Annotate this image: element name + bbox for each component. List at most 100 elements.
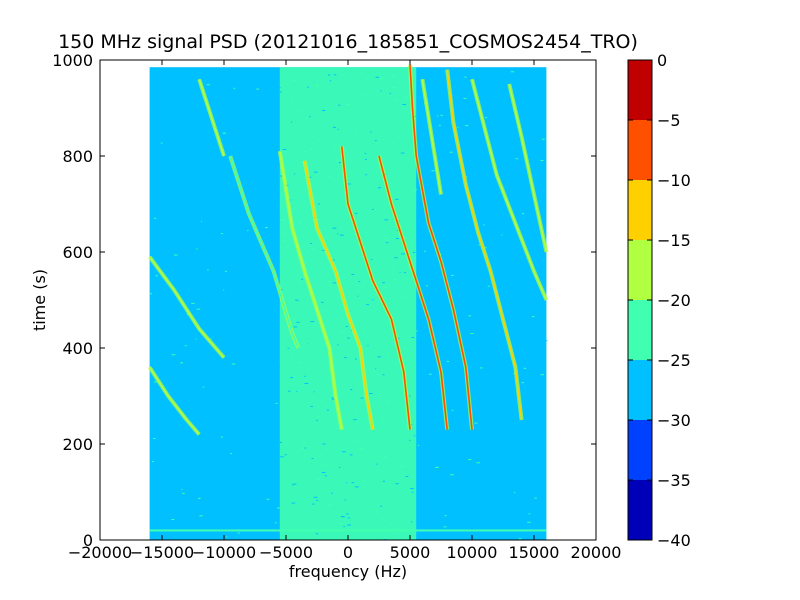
heatmap-cell xyxy=(327,504,332,506)
heatmap-cell xyxy=(291,502,296,504)
heatmap-cell xyxy=(472,278,476,280)
heatmap-cell xyxy=(443,283,446,285)
heatmap-cell xyxy=(332,282,337,284)
heatmap-cell xyxy=(304,375,306,377)
heatmap-cell xyxy=(331,523,333,525)
heatmap-cell xyxy=(420,518,425,520)
heatmap-cell xyxy=(221,429,226,431)
heatmap-cell xyxy=(192,364,195,366)
heatmap-cell xyxy=(451,274,454,276)
heatmap-cell xyxy=(403,272,407,274)
heatmap-cell xyxy=(424,115,427,117)
heatmap-cell xyxy=(347,337,350,339)
heatmap-cell xyxy=(282,148,287,150)
heatmap-cell xyxy=(199,299,203,301)
heatmap-cell xyxy=(517,261,519,263)
heatmap-cell xyxy=(491,383,495,385)
x-tick-label: 0 xyxy=(343,543,353,562)
heatmap-cell xyxy=(377,356,381,358)
heatmap-cell xyxy=(380,90,382,92)
heatmap-cell xyxy=(387,352,390,354)
heatmap-cell xyxy=(317,139,322,141)
heatmap-cell xyxy=(542,275,545,277)
heatmap-cell xyxy=(326,281,331,283)
heatmap-cell xyxy=(350,389,353,391)
heatmap-cell xyxy=(187,538,190,540)
heatmap-cell xyxy=(176,251,179,253)
heatmap-cell xyxy=(170,264,172,266)
heatmap-cell xyxy=(250,249,254,251)
heatmap-cell xyxy=(439,288,443,290)
heatmap-cell xyxy=(163,342,166,344)
heatmap-cell xyxy=(153,217,157,219)
heatmap-cell xyxy=(351,482,355,484)
y-axis-label: time (s) xyxy=(30,269,49,331)
heatmap-cell xyxy=(514,441,518,443)
heatmap-cell xyxy=(150,477,152,479)
heatmap-cell xyxy=(329,80,332,82)
heatmap-cell xyxy=(367,345,369,347)
heatmap-cell xyxy=(337,128,339,130)
heatmap-cell xyxy=(230,485,235,487)
colorbar-segment xyxy=(628,420,652,480)
heatmap-cell xyxy=(212,190,215,192)
heatmap-cell xyxy=(296,321,300,323)
heatmap-cell xyxy=(313,171,318,173)
heatmap-cell xyxy=(308,116,311,118)
heatmap-cell xyxy=(464,448,467,450)
heatmap-cell xyxy=(360,138,363,140)
heatmap-cell xyxy=(423,325,426,327)
heatmap-cell xyxy=(249,434,253,436)
heatmap-cell xyxy=(502,410,506,412)
heatmap-cell xyxy=(165,272,169,274)
heatmap-cell xyxy=(236,459,240,461)
heatmap-cell xyxy=(151,83,155,85)
heatmap-cell xyxy=(527,352,530,354)
heatmap-cell xyxy=(332,357,336,359)
heatmap-cell xyxy=(424,413,428,415)
heatmap-cell xyxy=(239,410,241,412)
heatmap-cell xyxy=(518,194,522,196)
heatmap-cell xyxy=(528,513,531,515)
heatmap-cell xyxy=(413,330,418,332)
heatmap-cell xyxy=(431,156,433,158)
heatmap-cell xyxy=(383,237,388,239)
heatmap-cell xyxy=(479,367,483,369)
heatmap-cell xyxy=(241,144,246,146)
heatmap-cell xyxy=(410,521,413,523)
heatmap-cell xyxy=(410,487,414,489)
y-tick-label: 1000 xyxy=(52,51,93,70)
heatmap-cell xyxy=(536,345,538,347)
heatmap-cell xyxy=(537,140,542,142)
heatmap-cell xyxy=(453,341,457,343)
heatmap-cell xyxy=(449,283,453,285)
heatmap-cell xyxy=(537,458,539,460)
heatmap-cell xyxy=(447,527,451,529)
heatmap-cell xyxy=(438,287,441,289)
heatmap-cell xyxy=(243,147,246,149)
heatmap-cell xyxy=(152,108,156,110)
heatmap-cell xyxy=(443,526,447,528)
heatmap-cell xyxy=(457,452,461,454)
heatmap-cell xyxy=(266,399,270,401)
signal-trace xyxy=(508,83,548,253)
heatmap-cell xyxy=(525,209,527,211)
heatmap-cell xyxy=(178,79,182,81)
signal-trace xyxy=(279,151,343,430)
heatmap-cell xyxy=(417,445,420,447)
colorbar-segment xyxy=(628,240,652,300)
heatmap-cell xyxy=(151,140,153,142)
heatmap-cell xyxy=(206,84,211,86)
colorbar-tick-label: −35 xyxy=(657,471,691,490)
heatmap-cell xyxy=(209,152,214,154)
heatmap-cell xyxy=(470,72,474,74)
heatmap-cell xyxy=(302,442,306,444)
heatmap-cell xyxy=(406,336,409,338)
heatmap-cell xyxy=(303,532,306,534)
heatmap-cell xyxy=(192,409,196,411)
heatmap-cell xyxy=(231,427,234,429)
heatmap-cell xyxy=(417,152,419,154)
heatmap-cell xyxy=(455,92,458,94)
heatmap-cell xyxy=(248,223,252,225)
heatmap-cell xyxy=(424,325,427,327)
